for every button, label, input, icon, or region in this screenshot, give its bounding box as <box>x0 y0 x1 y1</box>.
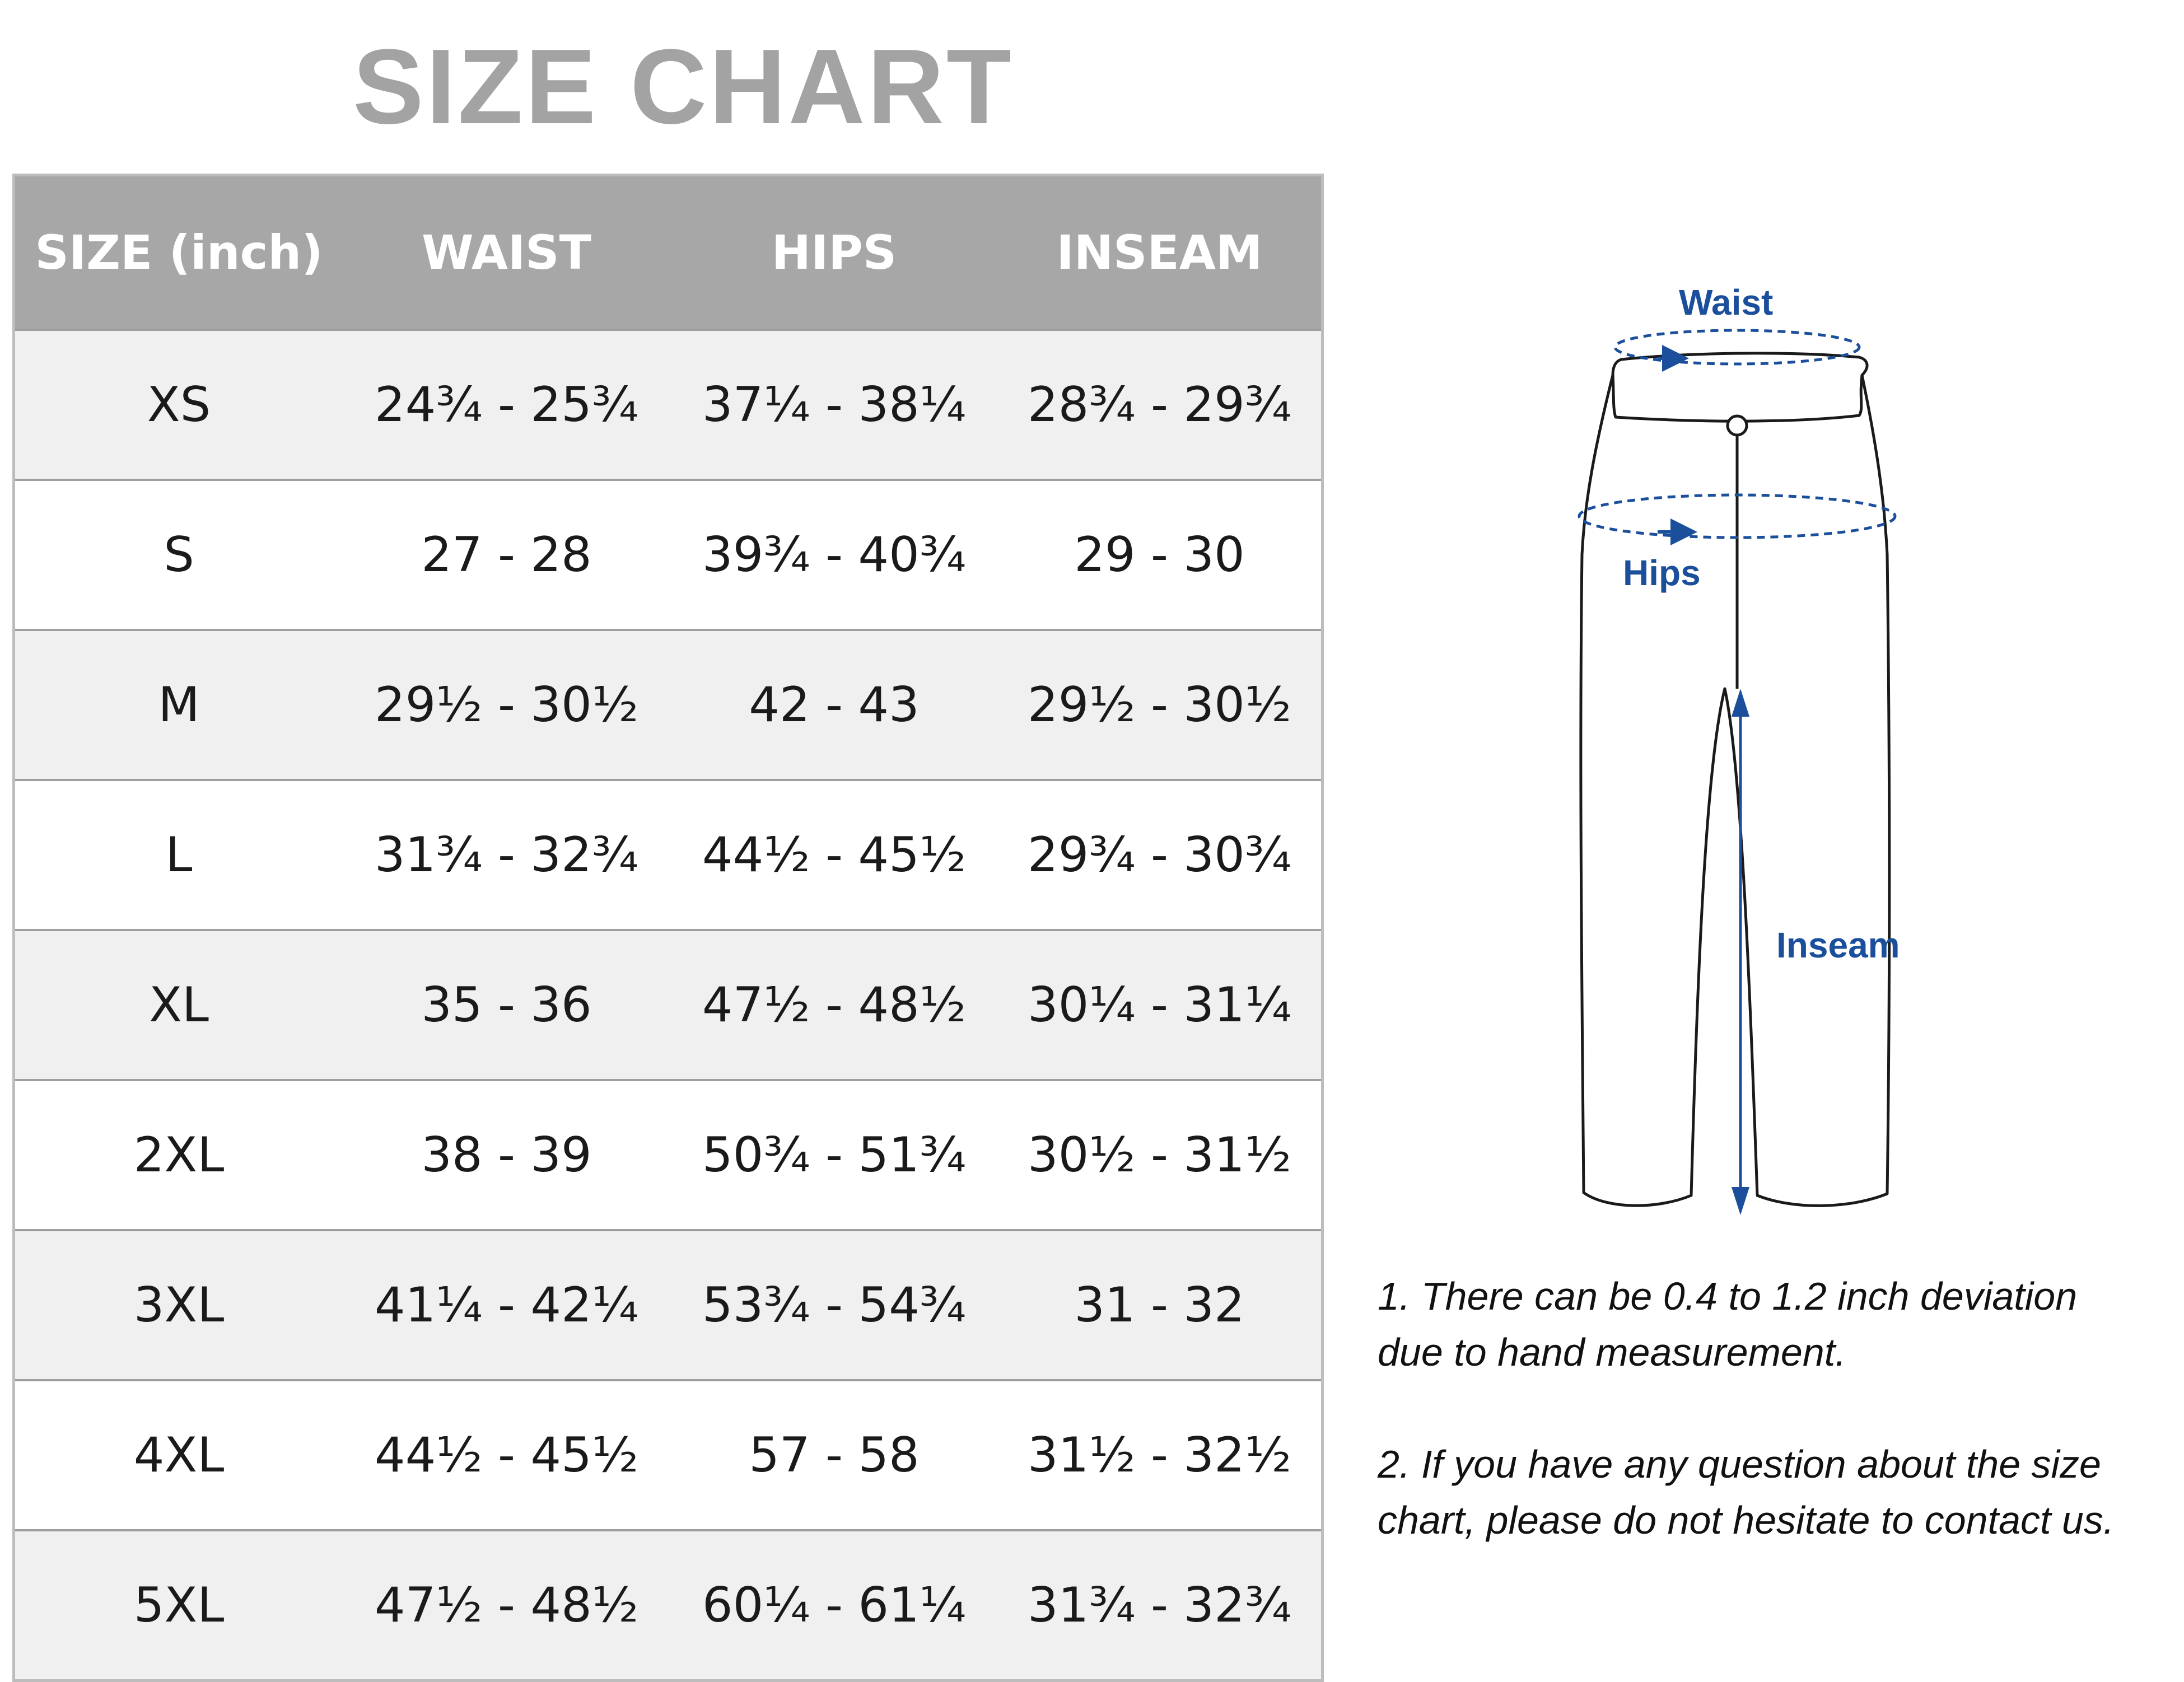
inseam-cell: 29½ - 30½ <box>1027 677 1292 733</box>
note-deviation-line2: due to hand measurement. <box>1378 1330 1846 1374</box>
inseam-cell: 31 - 32 <box>1074 1277 1245 1333</box>
hips-cell: 44½ - 45½ <box>702 827 967 883</box>
hips-measurement-arrow <box>1578 493 1897 545</box>
hips-cell: 39¾ - 40¾ <box>702 527 967 583</box>
waist-measurement-arrow <box>1613 329 1861 372</box>
pants-outline <box>1579 352 1891 1207</box>
note-deviation: 1. There can be 0.4 to 1.2 inch deviatio… <box>1378 1268 2173 1380</box>
waist-cell: 38 - 39 <box>421 1127 592 1183</box>
size-cell: 4XL <box>133 1427 225 1483</box>
inseam-cell: 31½ - 32½ <box>1027 1427 1292 1483</box>
pants-measurement-diagram: Waist Hips Inseam <box>1578 282 1900 1215</box>
waist-cell: 41¼ - 42¼ <box>374 1277 639 1333</box>
hips-cell: 37¼ - 38¼ <box>702 377 967 433</box>
table-row: M 29½ - 30½ 42 - 43 29½ - 30½ <box>15 629 1321 779</box>
size-cell: M <box>158 677 200 733</box>
size-cell: 5XL <box>133 1577 225 1633</box>
inseam-cell: 29¾ - 30¾ <box>1027 827 1292 883</box>
hips-cell: 50¾ - 51¾ <box>702 1127 967 1183</box>
size-cell: 3XL <box>133 1277 225 1333</box>
note-contact: 2. If you have any question about the si… <box>1378 1436 2173 1548</box>
hips-cell: 42 - 43 <box>749 677 920 733</box>
waist-cell: 44½ - 45½ <box>374 1427 639 1483</box>
waist-cell: 27 - 28 <box>421 527 592 583</box>
inseam-cell: 30½ - 31½ <box>1027 1127 1292 1183</box>
waist-cell: 47½ - 48½ <box>374 1577 639 1633</box>
note-deviation-line1: 1. There can be 0.4 to 1.2 inch deviatio… <box>1378 1274 2078 1318</box>
size-cell: S <box>164 527 194 583</box>
hips-cell: 53¾ - 54¾ <box>702 1277 967 1333</box>
table-row: 3XL 41¼ - 42¼ 53¾ - 54¾ 31 - 32 <box>15 1229 1321 1379</box>
waist-cell: 29½ - 30½ <box>374 677 639 733</box>
inseam-cell: 29 - 30 <box>1074 527 1245 583</box>
inseam-cell: 30¼ - 31¼ <box>1027 977 1292 1033</box>
size-table: SIZE (inch) WAIST HIPS INSEAM XS 24¾ - 2… <box>12 174 1324 1682</box>
table-row: S 27 - 28 39¾ - 40¾ 29 - 30 <box>15 479 1321 629</box>
table-row: L 31¾ - 32¾ 44½ - 45½ 29¾ - 30¾ <box>15 779 1321 929</box>
waist-label: Waist <box>1679 282 1773 323</box>
table-row: 2XL 38 - 39 50¾ - 51¾ 30½ - 31½ <box>15 1079 1321 1229</box>
button-icon <box>1726 414 1748 437</box>
waist-cell: 24¾ - 25¾ <box>374 377 639 433</box>
hips-cell: 60¼ - 61¼ <box>702 1577 967 1633</box>
note-contact-line1: 2. If you have any question about the si… <box>1378 1442 2101 1486</box>
header-waist: WAIST <box>422 225 591 280</box>
waist-cell: 35 - 36 <box>421 977 592 1033</box>
size-cell: L <box>165 827 193 883</box>
waist-cell: 31¾ - 32¾ <box>374 827 639 883</box>
hips-cell: 47½ - 48½ <box>702 977 967 1033</box>
table-row: 5XL 47½ - 48½ 60¼ - 61¼ 31¾ - 32¾ <box>15 1529 1321 1679</box>
size-chart-title: SIZE CHART <box>353 27 1014 146</box>
table-header-row: SIZE (inch) WAIST HIPS INSEAM <box>15 176 1321 329</box>
table-row: XS 24¾ - 25¾ 37¼ - 38¼ 28¾ - 29¾ <box>15 329 1321 479</box>
inseam-cell: 28¾ - 29¾ <box>1027 377 1292 433</box>
hips-cell: 57 - 58 <box>749 1427 920 1483</box>
size-cell: XL <box>149 977 209 1033</box>
size-cell: 2XL <box>133 1127 225 1183</box>
header-size: SIZE (inch) <box>35 225 323 280</box>
note-contact-line2: chart, please do not hesitate to contact… <box>1378 1498 2115 1542</box>
header-hips: HIPS <box>771 225 897 280</box>
inseam-cell: 31¾ - 32¾ <box>1027 1577 1292 1633</box>
inseam-measurement-arrow <box>1732 689 1749 1215</box>
header-inseam: INSEAM <box>1056 225 1263 280</box>
inseam-label: Inseam <box>1776 925 1900 965</box>
hips-label: Hips <box>1623 553 1701 593</box>
notes: 1. There can be 0.4 to 1.2 inch deviatio… <box>1378 1268 2173 1604</box>
size-cell: XS <box>147 377 211 433</box>
table-row: XL 35 - 36 47½ - 48½ 30¼ - 31¼ <box>15 929 1321 1079</box>
table-row: 4XL 44½ - 45½ 57 - 58 31½ - 32½ <box>15 1379 1321 1529</box>
